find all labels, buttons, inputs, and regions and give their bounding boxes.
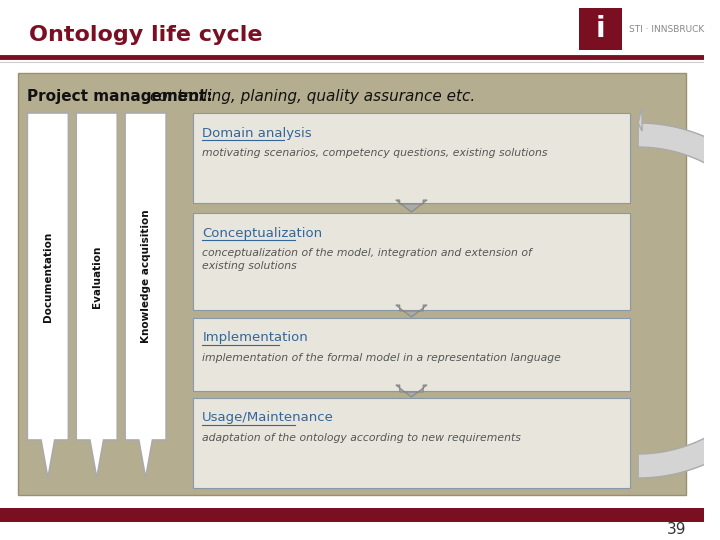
Polygon shape — [27, 113, 68, 478]
Text: Conceptualization: Conceptualization — [202, 226, 323, 240]
Text: Knowledge acquisition: Knowledge acquisition — [140, 210, 150, 343]
Text: Evaluation: Evaluation — [91, 245, 102, 308]
Text: motivating scenarios, competency questions, existing solutions: motivating scenarios, competency questio… — [202, 148, 548, 158]
Polygon shape — [396, 200, 427, 212]
Text: Documentation: Documentation — [43, 231, 53, 322]
Text: Domain analysis: Domain analysis — [202, 126, 312, 139]
Polygon shape — [638, 123, 720, 478]
Text: existing solutions: existing solutions — [202, 261, 297, 271]
Text: Implementation: Implementation — [202, 332, 308, 345]
FancyBboxPatch shape — [192, 213, 630, 310]
Text: implementation of the formal model in a representation language: implementation of the formal model in a … — [202, 353, 561, 363]
FancyBboxPatch shape — [17, 73, 686, 495]
Polygon shape — [638, 107, 642, 131]
Polygon shape — [125, 113, 166, 478]
Text: STI · INNSBRUCK: STI · INNSBRUCK — [629, 24, 705, 33]
Text: controlling, planing, quality assurance etc.: controlling, planing, quality assurance … — [145, 90, 475, 105]
Text: i: i — [595, 15, 605, 43]
Text: 39: 39 — [667, 523, 686, 537]
FancyBboxPatch shape — [192, 398, 630, 488]
Text: Ontology life cycle: Ontology life cycle — [30, 25, 263, 45]
Text: Usage/Maintenance: Usage/Maintenance — [202, 411, 334, 424]
Polygon shape — [396, 305, 427, 317]
Text: adaptation of the ontology according to new requirements: adaptation of the ontology according to … — [202, 433, 521, 443]
Text: Project management:: Project management: — [27, 90, 213, 105]
FancyBboxPatch shape — [579, 8, 621, 50]
Text: conceptualization of the model, integration and extension of: conceptualization of the model, integrat… — [202, 248, 532, 258]
FancyBboxPatch shape — [0, 508, 703, 522]
FancyBboxPatch shape — [192, 318, 630, 391]
Polygon shape — [76, 113, 117, 478]
FancyBboxPatch shape — [192, 113, 630, 203]
Polygon shape — [396, 385, 427, 397]
